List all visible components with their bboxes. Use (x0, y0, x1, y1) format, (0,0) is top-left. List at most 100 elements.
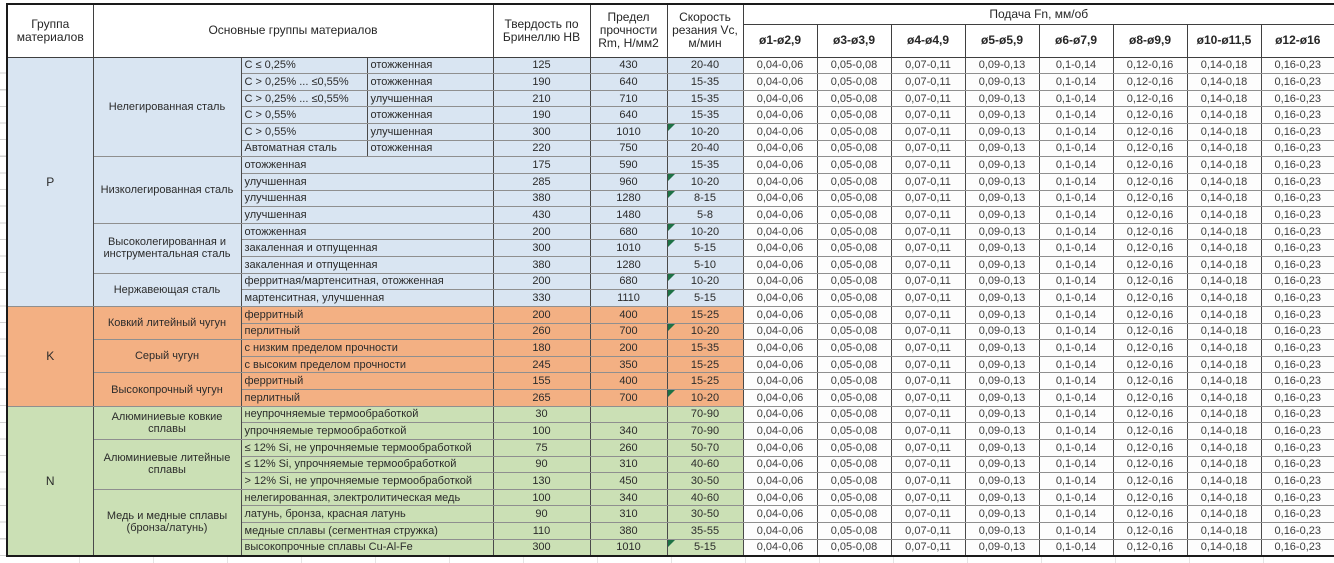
hardness-cell: 285 (492, 172, 591, 191)
feed-value-cell: 0,1-0,14 (1038, 156, 1114, 174)
feed-value-cell: 0,09-0,13 (964, 339, 1040, 357)
feed-value-cell: 0,04-0,06 (742, 405, 818, 424)
hardness-cell: 200 (492, 222, 591, 241)
feed-value-cell: 0,09-0,13 (964, 73, 1040, 91)
subgroup-name-cell: Медь и медные сплавы (бронза/латунь) (92, 488, 242, 557)
strength-cell: 310 (589, 505, 668, 523)
strength-cell: 1280 (589, 256, 668, 274)
feed-value-cell: 0,09-0,13 (964, 322, 1040, 341)
subgroup-name-cell: Нержавеющая сталь (92, 272, 242, 307)
cutting-speed-cell: 5-15 (666, 538, 744, 557)
group-letter-cell: K (6, 305, 94, 407)
header-feed-title: Подача Fn, мм/об (742, 3, 1334, 25)
feed-value-cell: 0,12-0,16 (1112, 488, 1188, 507)
hardness-cell: 110 (492, 522, 591, 540)
hardness-cell: 190 (492, 106, 591, 124)
feed-value-cell: 0,04-0,06 (742, 472, 818, 490)
feed-value-cell: 0,04-0,06 (742, 239, 818, 257)
feed-value-cell: 0,07-0,11 (890, 189, 966, 208)
table-row: Медь и медные сплавы (бронза/латунь) неле… (7, 488, 1334, 557)
feed-value-cell: 0,16-0,23 (1260, 106, 1334, 124)
comment-flag-icon (668, 240, 675, 248)
feed-value-cell: 0,04-0,06 (742, 389, 818, 407)
feed-value-cell: 0,16-0,23 (1260, 89, 1334, 108)
feed-value-cell: 0,09-0,13 (964, 156, 1040, 174)
cutting-speed-cell: 70-90 (666, 405, 744, 424)
comment-flag-icon (668, 390, 675, 397)
feed-value-cell: 0,12-0,16 (1112, 438, 1188, 457)
comment-flag-icon (668, 124, 675, 131)
feed-value-cell: 0,14-0,18 (1186, 538, 1262, 557)
hardness-cell: 100 (492, 488, 591, 507)
feed-value-cell: 0,05-0,08 (816, 339, 892, 357)
feed-value-cell: 0,14-0,18 (1186, 56, 1262, 75)
strength-cell: 340 (589, 488, 668, 507)
feed-value-cell: 0,05-0,08 (816, 222, 892, 241)
feed-value-cell: 0,09-0,13 (964, 89, 1040, 108)
feed-value-cell: 0,14-0,18 (1186, 239, 1262, 257)
feed-value-cell: 0,07-0,11 (890, 89, 966, 108)
state-cell: улучшенная (366, 123, 494, 141)
feed-value-cell: 0,1-0,14 (1038, 189, 1114, 208)
feed-value-cell: 0,07-0,11 (890, 256, 966, 274)
feed-value-cell: 0,04-0,06 (742, 355, 818, 374)
feed-value-cell: 0,12-0,16 (1112, 405, 1188, 424)
spec-cell: C > 0,25% ... ≤0,55% (240, 73, 368, 91)
feed-value-cell: 0,07-0,11 (890, 206, 966, 224)
feed-value-cell: 0,04-0,06 (742, 89, 818, 108)
feed-value-cell: 0,04-0,06 (742, 322, 818, 341)
cutting-speed-cell: 8-15 (666, 189, 744, 208)
feed-value-cell: 0,07-0,11 (890, 106, 966, 124)
cutting-speed-cell: 20-40 (666, 56, 744, 75)
header-brinell-hardness: Твердость по Бринеллю HB (492, 3, 591, 58)
header-feed-col: ø10-ø11,5 (1186, 23, 1262, 58)
feed-value-cell: 0,09-0,13 (964, 206, 1040, 224)
feed-value-cell: 0,07-0,11 (890, 73, 966, 91)
hardness-cell: 380 (492, 256, 591, 274)
table-row: Высокопрочный чугун ферритный 155 400 15-25 0… (7, 372, 1334, 407)
hardness-cell: 200 (492, 272, 591, 291)
cutting-speed-cell: 15-25 (666, 355, 744, 374)
table-row: медные сплавы (сегментная стружка) 110 380… (7, 522, 1334, 540)
feed-value-cell: 0,1-0,14 (1038, 73, 1114, 91)
description-cell: ≤ 12% Si, упрочняемые термообработкой (240, 455, 494, 474)
feed-value-cell: 0,04-0,06 (742, 206, 818, 224)
feed-value-cell: 0,12-0,16 (1112, 206, 1188, 224)
feed-value-cell: 0,05-0,08 (816, 89, 892, 108)
table-row: Высоколегированная и инструментальная ст… (7, 222, 1334, 274)
table-row: N Алюминиевые ковкие сплавы неупрочняемые … (6, 405, 1334, 557)
feed-value-cell: 0,07-0,11 (890, 438, 966, 457)
feed-value-cell: 0,09-0,13 (964, 405, 1040, 424)
feed-value-cell: 0,04-0,06 (742, 538, 818, 557)
cutting-speed-cell: 15-35 (666, 339, 744, 357)
spec-cell: C > 0,25% ... ≤0,55% (240, 89, 368, 108)
cutting-speed-cell: 10-20 (666, 222, 744, 241)
feed-value-cell: 0,07-0,11 (890, 56, 966, 75)
feed-value-cell: 0,04-0,06 (742, 505, 818, 523)
subgroup-name-cell: Ковкий литейный чугун (92, 305, 242, 341)
feed-value-cell: 0,1-0,14 (1038, 106, 1114, 124)
feed-value-cell: 0,05-0,08 (816, 522, 892, 540)
table-row: C > 0,25% ... ≤0,55% улучшенная 210 710 15-3… (7, 89, 1334, 108)
feed-value-cell: 0,04-0,06 (742, 189, 818, 208)
feed-value-cell: 0,1-0,14 (1038, 389, 1114, 407)
feed-value-cell: 0,07-0,11 (890, 222, 966, 241)
strength-cell: 700 (589, 389, 668, 407)
feed-value-cell: 0,07-0,11 (890, 522, 966, 540)
feed-value-cell: 0,16-0,23 (1260, 372, 1334, 390)
feed-value-cell: 0,12-0,16 (1112, 389, 1188, 407)
feed-value-cell: 0,09-0,13 (964, 505, 1040, 523)
feed-value-cell: 0,16-0,23 (1260, 438, 1334, 457)
hardness-cell: 300 (492, 123, 591, 141)
feed-value-cell: 0,12-0,16 (1112, 106, 1188, 124)
feed-value-cell: 0,1-0,14 (1038, 56, 1114, 75)
hardness-cell: 180 (492, 339, 591, 357)
feed-value-cell: 0,12-0,16 (1112, 89, 1188, 108)
description-cell: закаленная и отпущенная (240, 239, 494, 257)
feed-value-cell: 0,09-0,13 (964, 305, 1040, 324)
cutting-speed-cell: 10-20 (666, 123, 744, 141)
comment-flag-icon (668, 540, 675, 547)
spec-cell: C > 0,55% (240, 106, 368, 124)
header-feed-col: ø3-ø3,9 (816, 23, 892, 58)
table-row: Нержавеющая сталь ферритная/мартенситная,… (7, 272, 1334, 307)
